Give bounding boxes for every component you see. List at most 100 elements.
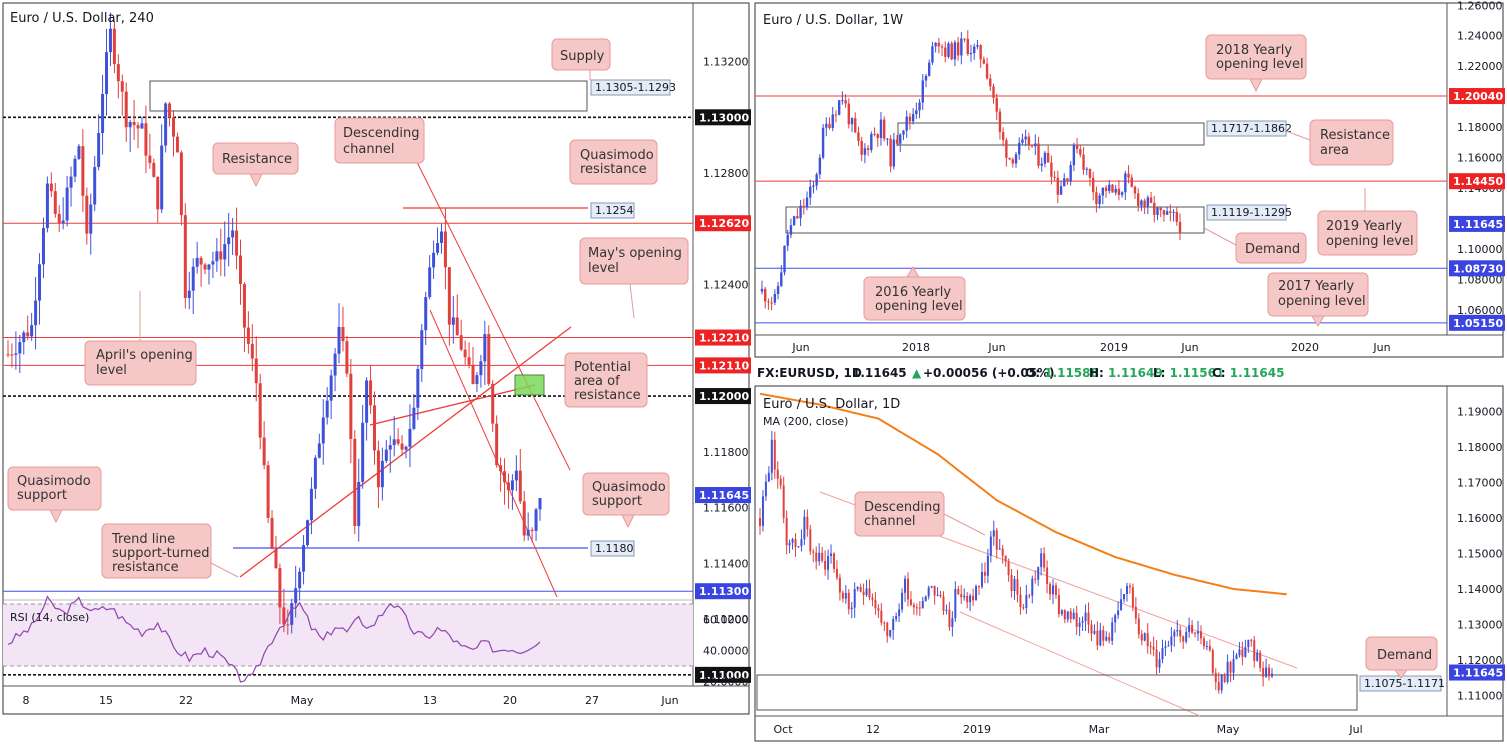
price-tag-box — [1449, 173, 1505, 190]
weekly-candles — [760, 30, 1182, 311]
candle-body — [841, 100, 844, 102]
y-tick-label: 1.17000 — [1457, 477, 1503, 490]
candle-body — [963, 38, 966, 40]
daily-price-axis[interactable]: 1.19000 1.18000 1.17000 1.16000 1.15000 1.140… — [1449, 406, 1505, 703]
candle-body — [892, 139, 896, 167]
candle-body — [120, 81, 124, 92]
rsi-line — [7, 595, 541, 683]
candle-body — [1211, 649, 1214, 673]
candle-body — [1202, 638, 1205, 647]
daily-channel-lower — [959, 611, 1201, 717]
candle-body — [211, 261, 215, 265]
daily-time-axis[interactable]: Oct 12 2019 Mar May Jul — [773, 723, 1362, 736]
h4-time-axis[interactable]: 8 15 22 May 13 20 27 Jun — [23, 694, 679, 707]
candle-body — [372, 405, 376, 451]
candle-body — [1040, 553, 1043, 568]
candle-body — [77, 146, 81, 159]
rsi-tick-label: 40.0000 — [703, 645, 749, 658]
candle-body — [895, 139, 899, 144]
candle-body — [1043, 553, 1046, 568]
svg-text:area of: area of — [574, 374, 620, 389]
price-tag: 1.20040 — [1453, 90, 1503, 103]
candle-body — [1256, 652, 1259, 661]
candle-body — [1162, 210, 1166, 215]
candle-body — [1019, 594, 1022, 608]
info-open-label: O: — [1025, 366, 1040, 380]
candle-body — [927, 587, 930, 597]
ann-mays-opening: May's opening level — [579, 237, 689, 319]
candle-body — [1247, 639, 1250, 648]
rsi-label: RSI (14, close) — [10, 611, 89, 624]
candle-body — [1158, 659, 1161, 668]
candle-body — [530, 529, 534, 531]
candle-body — [239, 255, 243, 285]
candle-body — [538, 497, 542, 510]
candle-body — [1223, 674, 1226, 682]
candle-body — [361, 422, 365, 482]
candle-body — [487, 334, 491, 384]
candle-body — [45, 183, 49, 229]
candle-body — [898, 609, 901, 617]
weekly-time-axis[interactable]: Jun 2018 Jun 2019 Jun 2020 Jun — [791, 341, 1390, 354]
y-tick-label: 1.11000 — [1457, 689, 1503, 702]
candle-body — [1111, 622, 1114, 641]
h4-panel[interactable]: 1.1305-1.1293 1.1254 1.1180 RSI (14, clo… — [2, 2, 751, 715]
candle-body — [1079, 149, 1082, 155]
price-tag: 1.14450 — [1453, 175, 1503, 188]
weekly-price-axis[interactable]: 1.260001.240001.220001.180001.160001.140… — [1449, 0, 1505, 331]
y-tick-label: 1.06000 — [1457, 304, 1503, 317]
candle-body — [794, 539, 797, 547]
supply-zone-label-box — [590, 79, 671, 96]
y-tick-label: 1.19000 — [1457, 406, 1503, 419]
candle-body — [388, 445, 392, 450]
candle-body — [1053, 176, 1056, 178]
candle-body — [258, 383, 262, 438]
candle-body — [503, 471, 507, 483]
candle-body — [1152, 646, 1155, 650]
price-tag: 1.11645 — [1453, 667, 1503, 680]
candle-body — [325, 400, 329, 418]
weekly-levels — [755, 95, 1447, 324]
candle-body — [313, 457, 317, 489]
candle-body — [1072, 144, 1076, 166]
candle-body — [1125, 585, 1128, 595]
resistance-area-label: 1.1717-1.1862 — [1211, 122, 1292, 135]
candle-body — [931, 46, 934, 63]
info-close-label: C: — [1212, 366, 1226, 380]
candle-body — [1155, 649, 1158, 668]
price-tag: 1.12110 — [699, 359, 749, 372]
candle-body — [1066, 178, 1069, 182]
h4-price-axis[interactable]: 1.13200 1.12800 1.12400 1.11800 1.11600 1.114… — [695, 56, 751, 689]
candle-body — [998, 111, 1002, 133]
candle-body — [928, 62, 931, 76]
demand-area-box — [785, 206, 1205, 234]
info-high: 1.11649 — [1108, 366, 1163, 380]
candle-body — [321, 417, 325, 444]
candle-body — [1134, 606, 1137, 619]
candle-body — [1069, 611, 1072, 619]
candle-body — [767, 472, 770, 482]
candle-body — [341, 326, 345, 342]
candle-body — [49, 183, 53, 192]
y-tick-label: 1.11800 — [703, 446, 749, 459]
candle-body — [960, 38, 963, 56]
candle-body — [1104, 187, 1108, 191]
channel-lower-line — [429, 309, 558, 598]
candle-body — [144, 123, 148, 156]
candle-body — [788, 542, 791, 546]
candle-body — [1031, 578, 1034, 596]
candle-body — [854, 118, 857, 133]
candle-body — [191, 266, 195, 291]
x-tick-label: Jun — [987, 341, 1005, 354]
candle-body — [937, 42, 941, 47]
weekly-panel[interactable]: 1.1717-1.1862 1.1119-1.1295 Euro / U.S. … — [754, 0, 1505, 358]
candle-body — [976, 45, 979, 47]
candle-body — [773, 439, 776, 470]
candle-body — [789, 225, 793, 235]
daily-panel[interactable]: 1.1075-1.1171 Euro / U.S. Dollar, 1D MA … — [754, 385, 1505, 742]
candle-body — [865, 588, 868, 596]
candle-body — [940, 46, 944, 48]
y-tick-label: 1.08000 — [1457, 273, 1503, 286]
candle-body — [992, 86, 995, 98]
